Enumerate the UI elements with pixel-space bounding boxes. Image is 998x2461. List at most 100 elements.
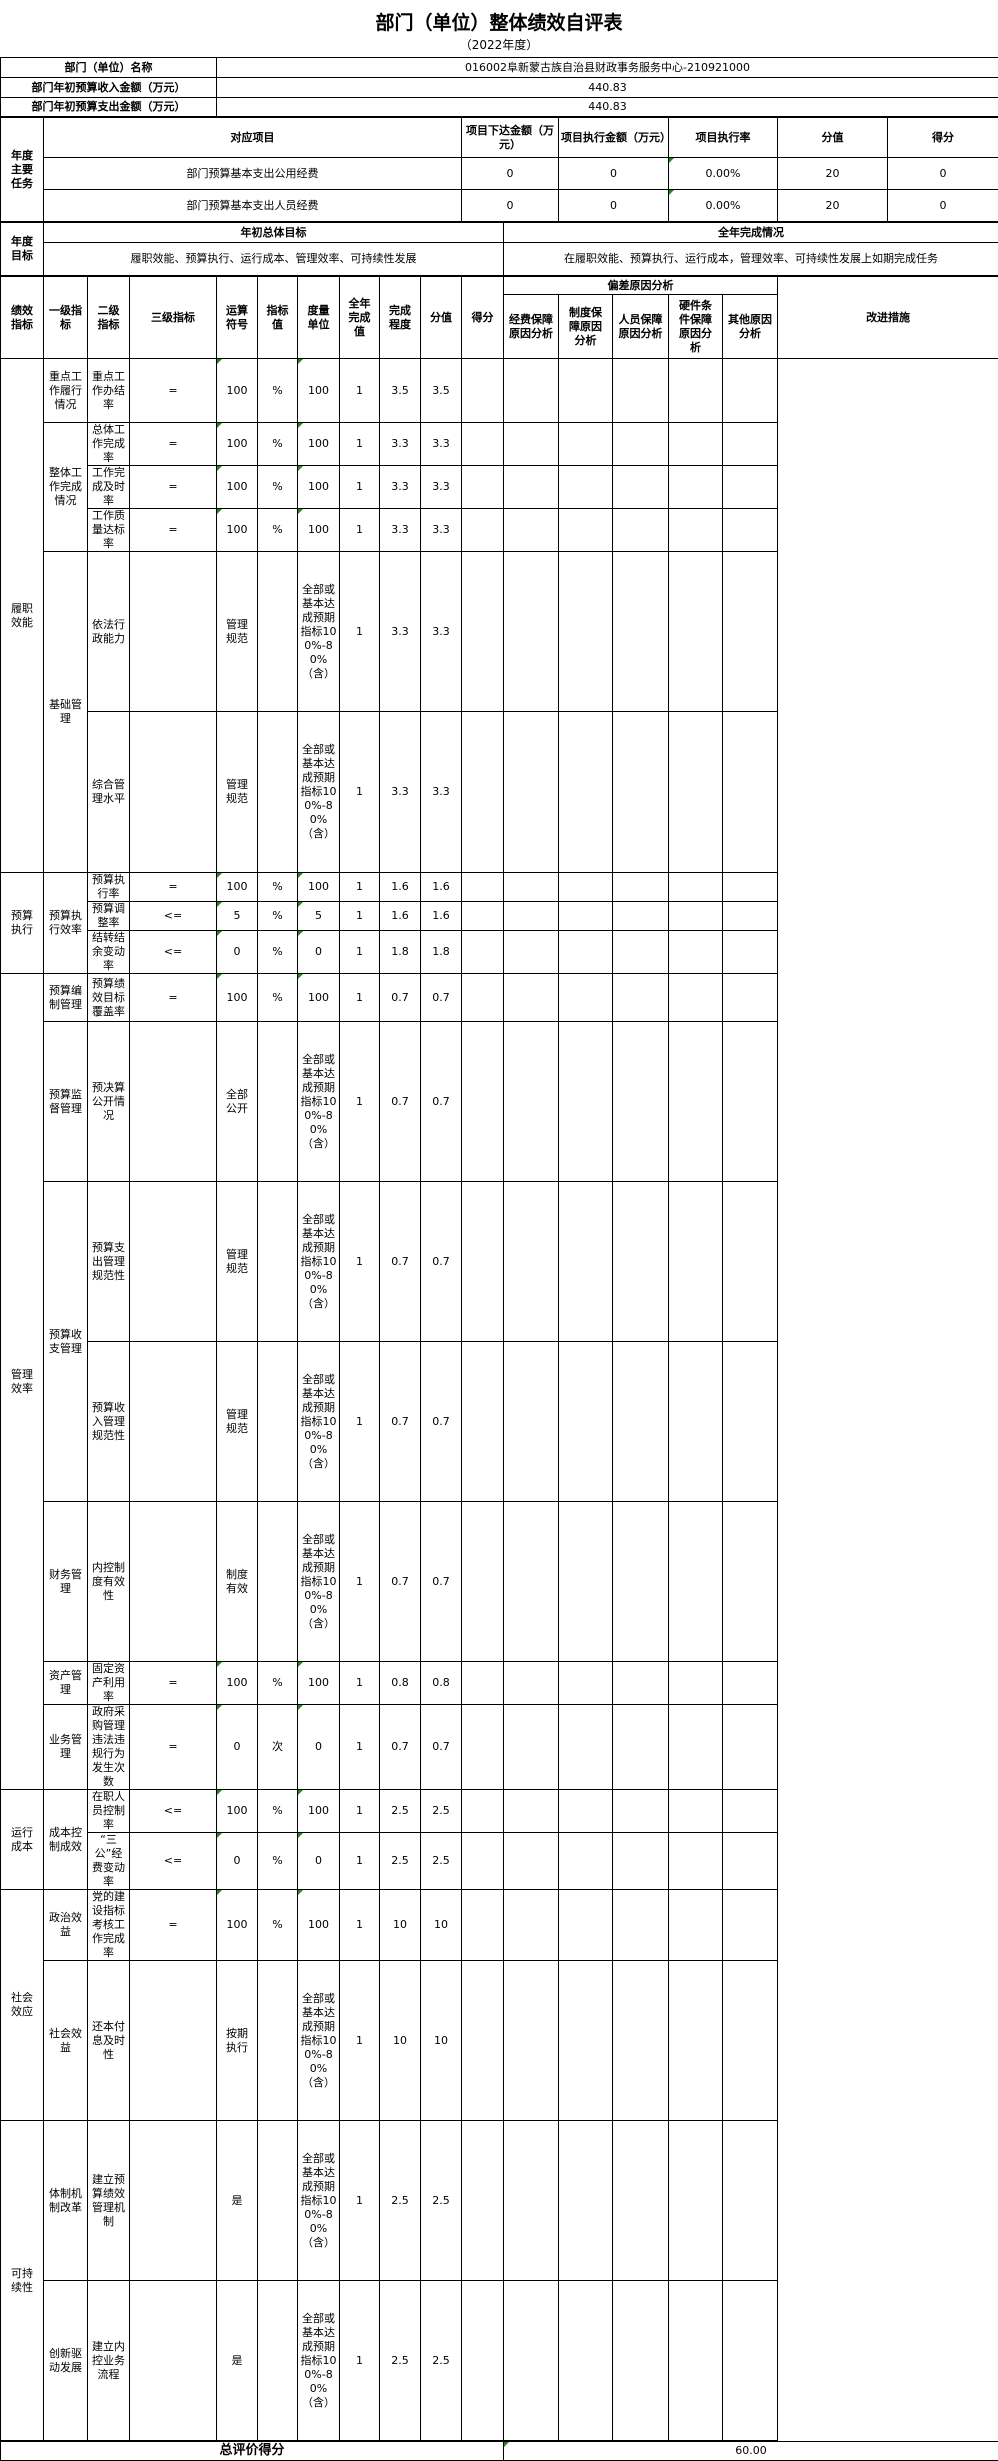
header-level1: 一级指标 (44, 277, 88, 359)
operator-cell: <= (130, 902, 217, 931)
unit-cell (258, 2121, 298, 2281)
score-cell: 3.3 (421, 509, 462, 552)
deviation-system-cell (504, 509, 559, 552)
level2-indicator: 资产管理 (44, 1662, 88, 1705)
actual-cell: 100 (298, 974, 340, 1022)
task-value: 20 (778, 158, 888, 190)
header-deviation-hardware: 硬件条件保障原因分析 (669, 295, 723, 359)
operator-cell: = (130, 1662, 217, 1705)
task-rate: 0.00% (669, 190, 778, 222)
degree-cell: 1 (340, 1022, 380, 1182)
target-cell: 100 (217, 509, 258, 552)
score-cell: 0.7 (421, 1342, 462, 1502)
deviation-other-cell (669, 2121, 723, 2281)
deviation-system-cell (504, 2281, 559, 2441)
deviation-system-cell (504, 974, 559, 1022)
value-cell: 3.3 (380, 712, 421, 873)
score-cell: 3.3 (421, 712, 462, 873)
target-cell: 0 (217, 931, 258, 974)
task-allocated: 0 (462, 190, 559, 222)
task-value: 20 (778, 190, 888, 222)
deviation-staff-cell (559, 1790, 613, 1833)
deviation-staff-cell (559, 873, 613, 902)
task-allocated: 0 (462, 158, 559, 190)
expense-label: 部门年初预算支出金额（万元） (1, 98, 217, 117)
degree-cell: 1 (340, 2121, 380, 2281)
deviation-other-cell (669, 902, 723, 931)
actual-cell: 全部或基本达成预期指标100%-80%（含） (298, 1022, 340, 1182)
operator-cell (130, 1342, 217, 1502)
header-score: 得分 (462, 277, 504, 359)
target-cell: 100 (217, 873, 258, 902)
actual-cell: 全部或基本达成预期指标100%-80%（含） (298, 1961, 340, 2121)
goals-label: 年度目标 (1, 223, 44, 276)
task-rate: 0.00% (669, 158, 778, 190)
level1-indicator: 履职效能 (1, 359, 44, 873)
deviation-funding-cell (462, 1342, 504, 1502)
task-executed: 0 (559, 158, 669, 190)
deviation-system-cell (504, 1705, 559, 1790)
level2-indicator: 预算编制管理 (44, 974, 88, 1022)
indicators-label: 绩效指标 (1, 277, 44, 359)
improvement-cell (723, 1022, 778, 1182)
deviation-other-cell (669, 1022, 723, 1182)
unit-cell (258, 712, 298, 873)
actual-cell: 100 (298, 1662, 340, 1705)
tasks-header-rate: 项目执行率 (669, 118, 778, 158)
deviation-hardware-cell (613, 873, 669, 902)
improvement-cell (723, 902, 778, 931)
deviation-system-cell (504, 1022, 559, 1182)
improvement-cell (723, 1705, 778, 1790)
level3-indicator: 还本付息及时性 (88, 1961, 130, 2121)
degree-cell: 1 (340, 359, 380, 423)
level3-indicator: 预决算公开情况 (88, 1022, 130, 1182)
header-deviation-system: 制度保障原因分析 (559, 295, 613, 359)
level3-indicator: 工作完成及时率 (88, 466, 130, 509)
degree-cell: 1 (340, 902, 380, 931)
level3-indicator: 政府采购管理违法违规行为发生次数 (88, 1705, 130, 1790)
target-cell: 100 (217, 423, 258, 466)
score-cell: 0.8 (421, 1662, 462, 1705)
deviation-system-cell (504, 873, 559, 902)
score-cell: 0.7 (421, 1022, 462, 1182)
deviation-system-cell (504, 359, 559, 423)
score-cell: 0.7 (421, 1502, 462, 1662)
improvement-cell (723, 423, 778, 466)
level2-indicator: 预算监督管理 (44, 1022, 88, 1182)
actual-cell: 100 (298, 873, 340, 902)
deviation-funding-cell (462, 1833, 504, 1890)
unit-cell: % (258, 1833, 298, 1890)
tasks-header-value: 分值 (778, 118, 888, 158)
improvement-cell (723, 712, 778, 873)
target-cell: 100 (217, 1890, 258, 1961)
operator-cell: = (130, 359, 217, 423)
target-cell: 100 (217, 1790, 258, 1833)
deviation-hardware-cell (613, 1790, 669, 1833)
deviation-other-cell (669, 873, 723, 902)
target-cell: 管理规范 (217, 1342, 258, 1502)
improvement-cell (723, 1342, 778, 1502)
deviation-staff-cell (559, 712, 613, 873)
operator-cell (130, 1182, 217, 1342)
target-cell: 管理规范 (217, 552, 258, 712)
operator-cell: = (130, 509, 217, 552)
value-cell: 0.8 (380, 1662, 421, 1705)
header-level2: 二级指标 (88, 277, 130, 359)
improvement-cell (723, 873, 778, 902)
deviation-staff-cell (559, 931, 613, 974)
deviation-funding-cell (462, 1890, 504, 1961)
target-cell: 0 (217, 1705, 258, 1790)
deviation-other-cell (669, 1833, 723, 1890)
degree-cell: 1 (340, 1182, 380, 1342)
level1-indicator: 社会效应 (1, 1890, 44, 2121)
actual-cell: 全部或基本达成预期指标100%-80%（含） (298, 2121, 340, 2281)
deviation-funding-cell (462, 552, 504, 712)
deviation-other-cell (669, 931, 723, 974)
level1-indicator: 预算执行 (1, 873, 44, 974)
operator-cell: <= (130, 1790, 217, 1833)
